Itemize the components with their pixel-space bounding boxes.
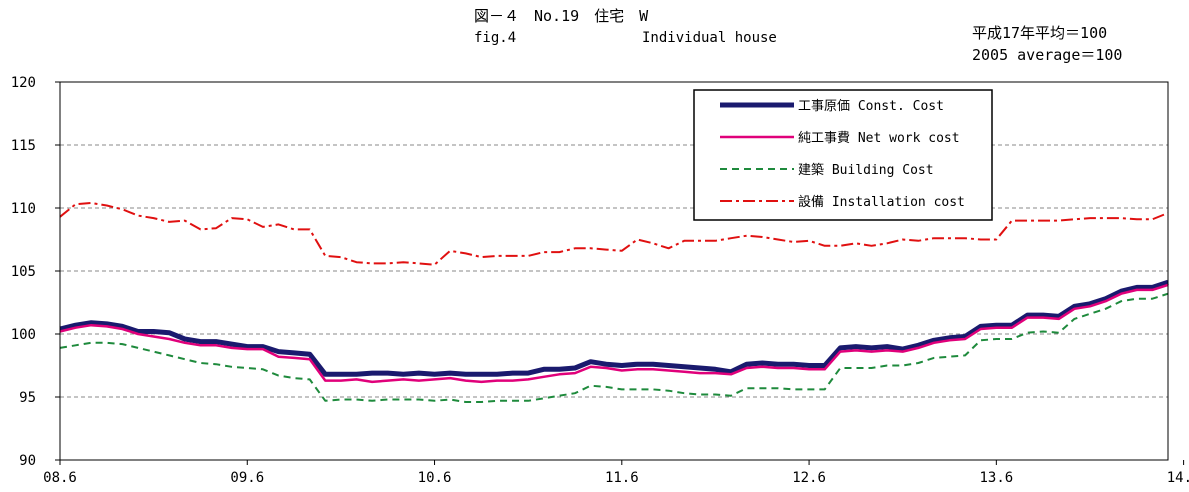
y-tick-label-105: 105 [11, 264, 36, 280]
index-base-jp: 平成17年平均＝100 [972, 24, 1108, 42]
x-tick-label-11.6: 11.6 [605, 470, 639, 486]
x-tick-label-13.6: 13.6 [979, 470, 1013, 486]
x-tick-label-14.6: 14.6 [1167, 470, 1189, 486]
legend-label-3: 建築 Building Cost [798, 163, 934, 178]
y-tick-label-110: 110 [11, 201, 36, 217]
x-tick-label-09.6: 09.6 [230, 470, 264, 486]
legend-box [693, 89, 993, 221]
gridlines [60, 144, 1168, 398]
series-4 [59, 202, 1169, 266]
y-tick-label-90: 90 [19, 453, 36, 469]
legend-label-1: 工事原価 Const. Cost [798, 99, 944, 114]
series-1 [59, 279, 1169, 377]
series-line-4 [59, 202, 1169, 266]
index-base-en: 2005 average＝100 [972, 46, 1123, 64]
legend-label-4: 設備 Installation cost [798, 194, 965, 210]
legend-label-2: 純工事費 Net work cost [798, 131, 960, 146]
index-base-note: 平成17年平均＝100 2005 average＝100 [972, 22, 1122, 66]
y-tick-label-120: 120 [11, 75, 36, 91]
x-tick-label-12.6: 12.6 [792, 470, 826, 486]
series-line-2 [59, 283, 1169, 384]
x-tick-label-10.6: 10.6 [418, 470, 452, 486]
y-tick-label-95: 95 [19, 390, 36, 406]
title-jp: 図－４ No.19 住宅 W [474, 7, 649, 25]
series-line-3 [59, 292, 1169, 403]
series-lines [59, 202, 1169, 403]
title-en-name: Individual house [642, 30, 777, 46]
x-tick-label-08.6: 08.6 [43, 470, 77, 486]
legend: 工事原価 Const. Cost 純工事費 Net work cost 建築 Bui… [693, 89, 993, 221]
series-3 [59, 292, 1169, 403]
y-tick-label-100: 100 [11, 327, 36, 343]
y-tick-label-115: 115 [11, 138, 36, 154]
axes: 90 95 100 105 110 115 120 08.6 09.6 10.6 11.6 12.6 1… [11, 75, 1189, 486]
series-line-1 [59, 279, 1169, 377]
title-en-fig: fig.4 [474, 30, 517, 46]
